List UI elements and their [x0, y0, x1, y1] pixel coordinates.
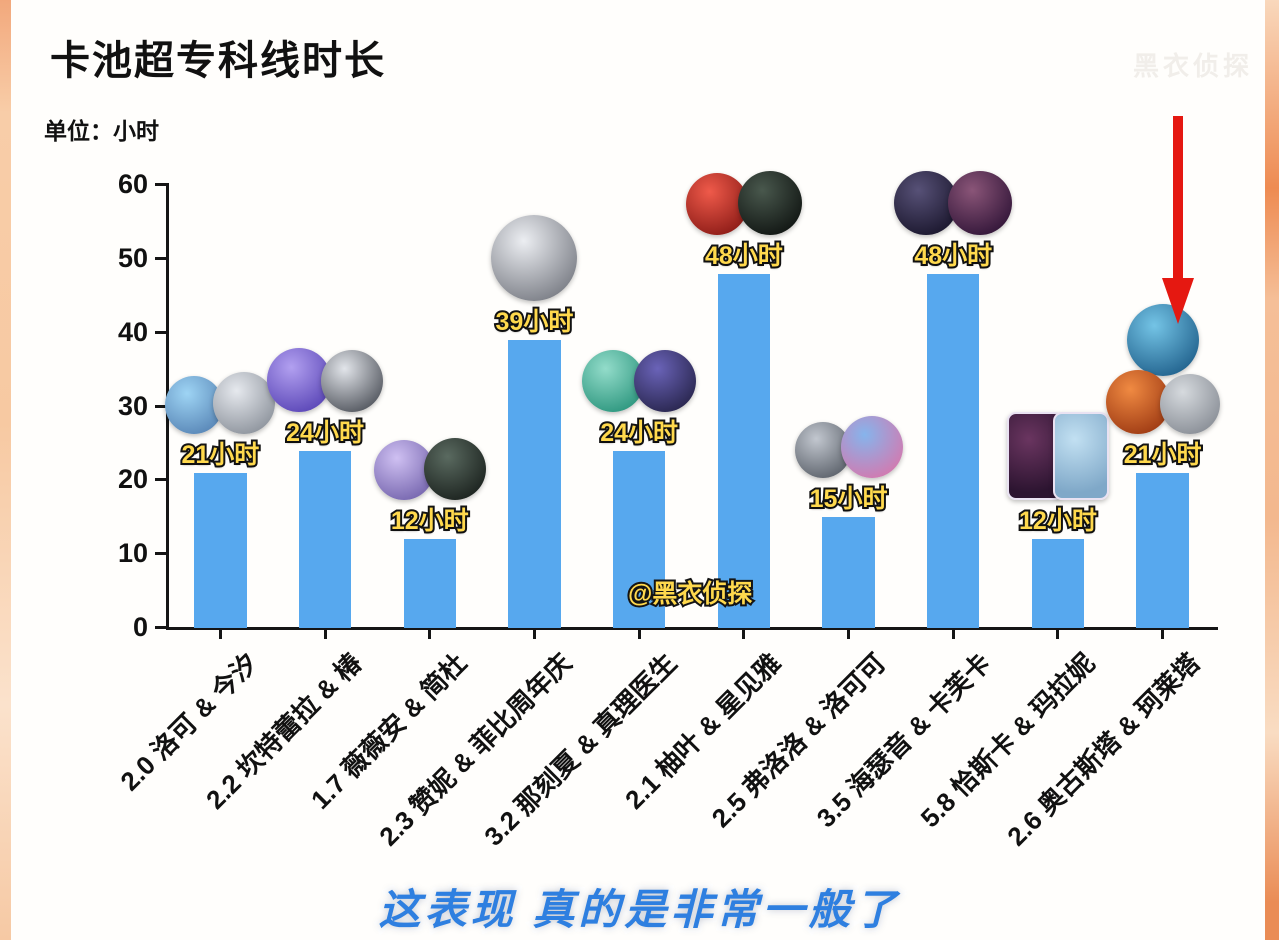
x-axis-tick	[218, 630, 222, 639]
bar-annotation-block: 12小时	[320, 438, 540, 537]
x-axis-tick	[742, 630, 746, 639]
y-axis-tick-label: 50	[117, 242, 148, 273]
bar-value-label: 21小时	[179, 439, 261, 471]
avatar-row	[582, 349, 697, 412]
bar-value-label: 24小时	[284, 417, 366, 449]
chart-title: 卡池超专科线时长	[50, 39, 386, 83]
x-axis-tick	[951, 630, 955, 639]
y-axis-tick	[155, 404, 166, 408]
character-avatar	[948, 170, 1013, 235]
character-avatar	[321, 349, 384, 412]
y-axis-tick-label: 40	[117, 316, 148, 347]
bar-annotation-block: 21小时	[1053, 303, 1273, 471]
bar-value-label: 21小时	[1122, 439, 1204, 471]
y-axis-tick-label: 20	[117, 464, 148, 495]
x-axis-tick	[532, 630, 536, 639]
x-axis-tick	[323, 630, 327, 639]
red-arrow-shape	[1162, 116, 1194, 324]
x-axis-tick	[1056, 630, 1060, 639]
y-axis-tick	[155, 478, 166, 482]
y-axis-tick-label: 60	[117, 169, 148, 199]
avatar-row	[165, 371, 276, 434]
screen-edge-right	[1265, 0, 1279, 940]
author-watermark: @黑衣侦探	[626, 578, 754, 610]
bar	[1031, 539, 1085, 628]
bar-value-label: 39小时	[494, 306, 576, 338]
x-axis-line	[166, 627, 1218, 630]
character-avatar	[267, 347, 332, 412]
character-avatar	[1126, 303, 1199, 376]
character-avatar	[1105, 369, 1170, 434]
avatar-row	[1105, 369, 1220, 434]
bar	[403, 539, 456, 628]
bar-annotation-block: 24小时	[215, 347, 435, 449]
x-axis-label: 2.3 赞妮 & 菲比周年庆	[373, 647, 578, 852]
x-axis-tick	[847, 630, 851, 639]
bar-annotation-block: 39小时	[424, 215, 644, 338]
avatar-row	[1006, 412, 1109, 501]
corner-watermark: 黑衣侦探	[1132, 51, 1253, 81]
x-axis-tick	[428, 630, 432, 639]
y-axis-tick	[155, 330, 166, 334]
y-axis-tick	[155, 256, 166, 260]
screen-edge-left	[0, 0, 11, 940]
character-avatar	[685, 172, 748, 235]
bar	[298, 450, 352, 628]
x-axis-tick	[637, 630, 641, 639]
character-avatar	[582, 349, 645, 412]
bar-annotation-block: 48小时	[843, 170, 1063, 272]
x-axis-label: 2.5 弗洛洛 & 洛可可	[705, 647, 892, 834]
bar-annotation-block: 21小时	[110, 371, 330, 471]
bar-annotation-block: 48小时	[634, 170, 854, 272]
avatar-row	[685, 170, 802, 235]
avatar-row	[1126, 303, 1199, 376]
bar-value-label: 48小时	[703, 240, 785, 272]
x-axis-label: 5.8 恰斯卡 & 玛拉妮	[915, 647, 1101, 834]
bar-value-label: 12小时	[389, 505, 471, 537]
character-avatar	[491, 215, 578, 302]
bar	[1136, 472, 1189, 628]
bar-annotation-block: 24小时	[529, 349, 749, 449]
unit-label: 单位：小时	[44, 118, 159, 144]
avatar-row	[267, 347, 384, 412]
character-avatar	[423, 438, 486, 501]
y-axis-tick	[155, 626, 166, 629]
bar	[927, 273, 980, 628]
bar	[508, 340, 561, 628]
red-arrow-annotation	[1162, 116, 1194, 324]
bar	[717, 273, 771, 628]
bar-value-label: 15小时	[808, 483, 890, 515]
character-avatar	[737, 170, 802, 235]
character-avatar	[634, 349, 697, 412]
character-avatar	[213, 371, 276, 434]
bar-annotation-block: 12小时	[948, 412, 1168, 537]
avatar-row	[794, 416, 903, 479]
bar	[194, 472, 247, 628]
bar-annotation-block: 15小时	[739, 416, 959, 515]
y-axis-tick	[155, 183, 166, 186]
x-axis-label: 3.5 海瑟音 & 卡芙卡	[810, 647, 996, 834]
character-avatar	[894, 170, 959, 235]
bar	[822, 517, 875, 628]
avatar-row	[894, 170, 1013, 235]
y-axis-tick	[155, 552, 166, 556]
avatar-row	[373, 438, 486, 501]
y-axis-tick-label: 0	[132, 612, 148, 642]
bar-value-label: 24小时	[598, 417, 680, 449]
bar	[612, 450, 666, 628]
bottom-caption: 这表现 真的是非常一般了	[374, 882, 901, 938]
avatar-row	[491, 215, 578, 302]
character-avatar	[1052, 412, 1109, 501]
y-axis-tick-label: 10	[117, 538, 148, 569]
x-axis-label: 3.2 那刻夏 & 真理医生	[477, 647, 682, 852]
character-avatar	[840, 416, 903, 479]
bar-value-label: 48小时	[912, 240, 994, 272]
x-axis-label: 2.6 奥古斯塔 & 珂莱塔	[1001, 647, 1206, 852]
x-axis-tick	[1161, 630, 1165, 639]
bar-value-label: 12小时	[1017, 505, 1099, 537]
character-avatar	[1159, 373, 1220, 434]
y-axis-tick-label: 30	[117, 390, 148, 421]
